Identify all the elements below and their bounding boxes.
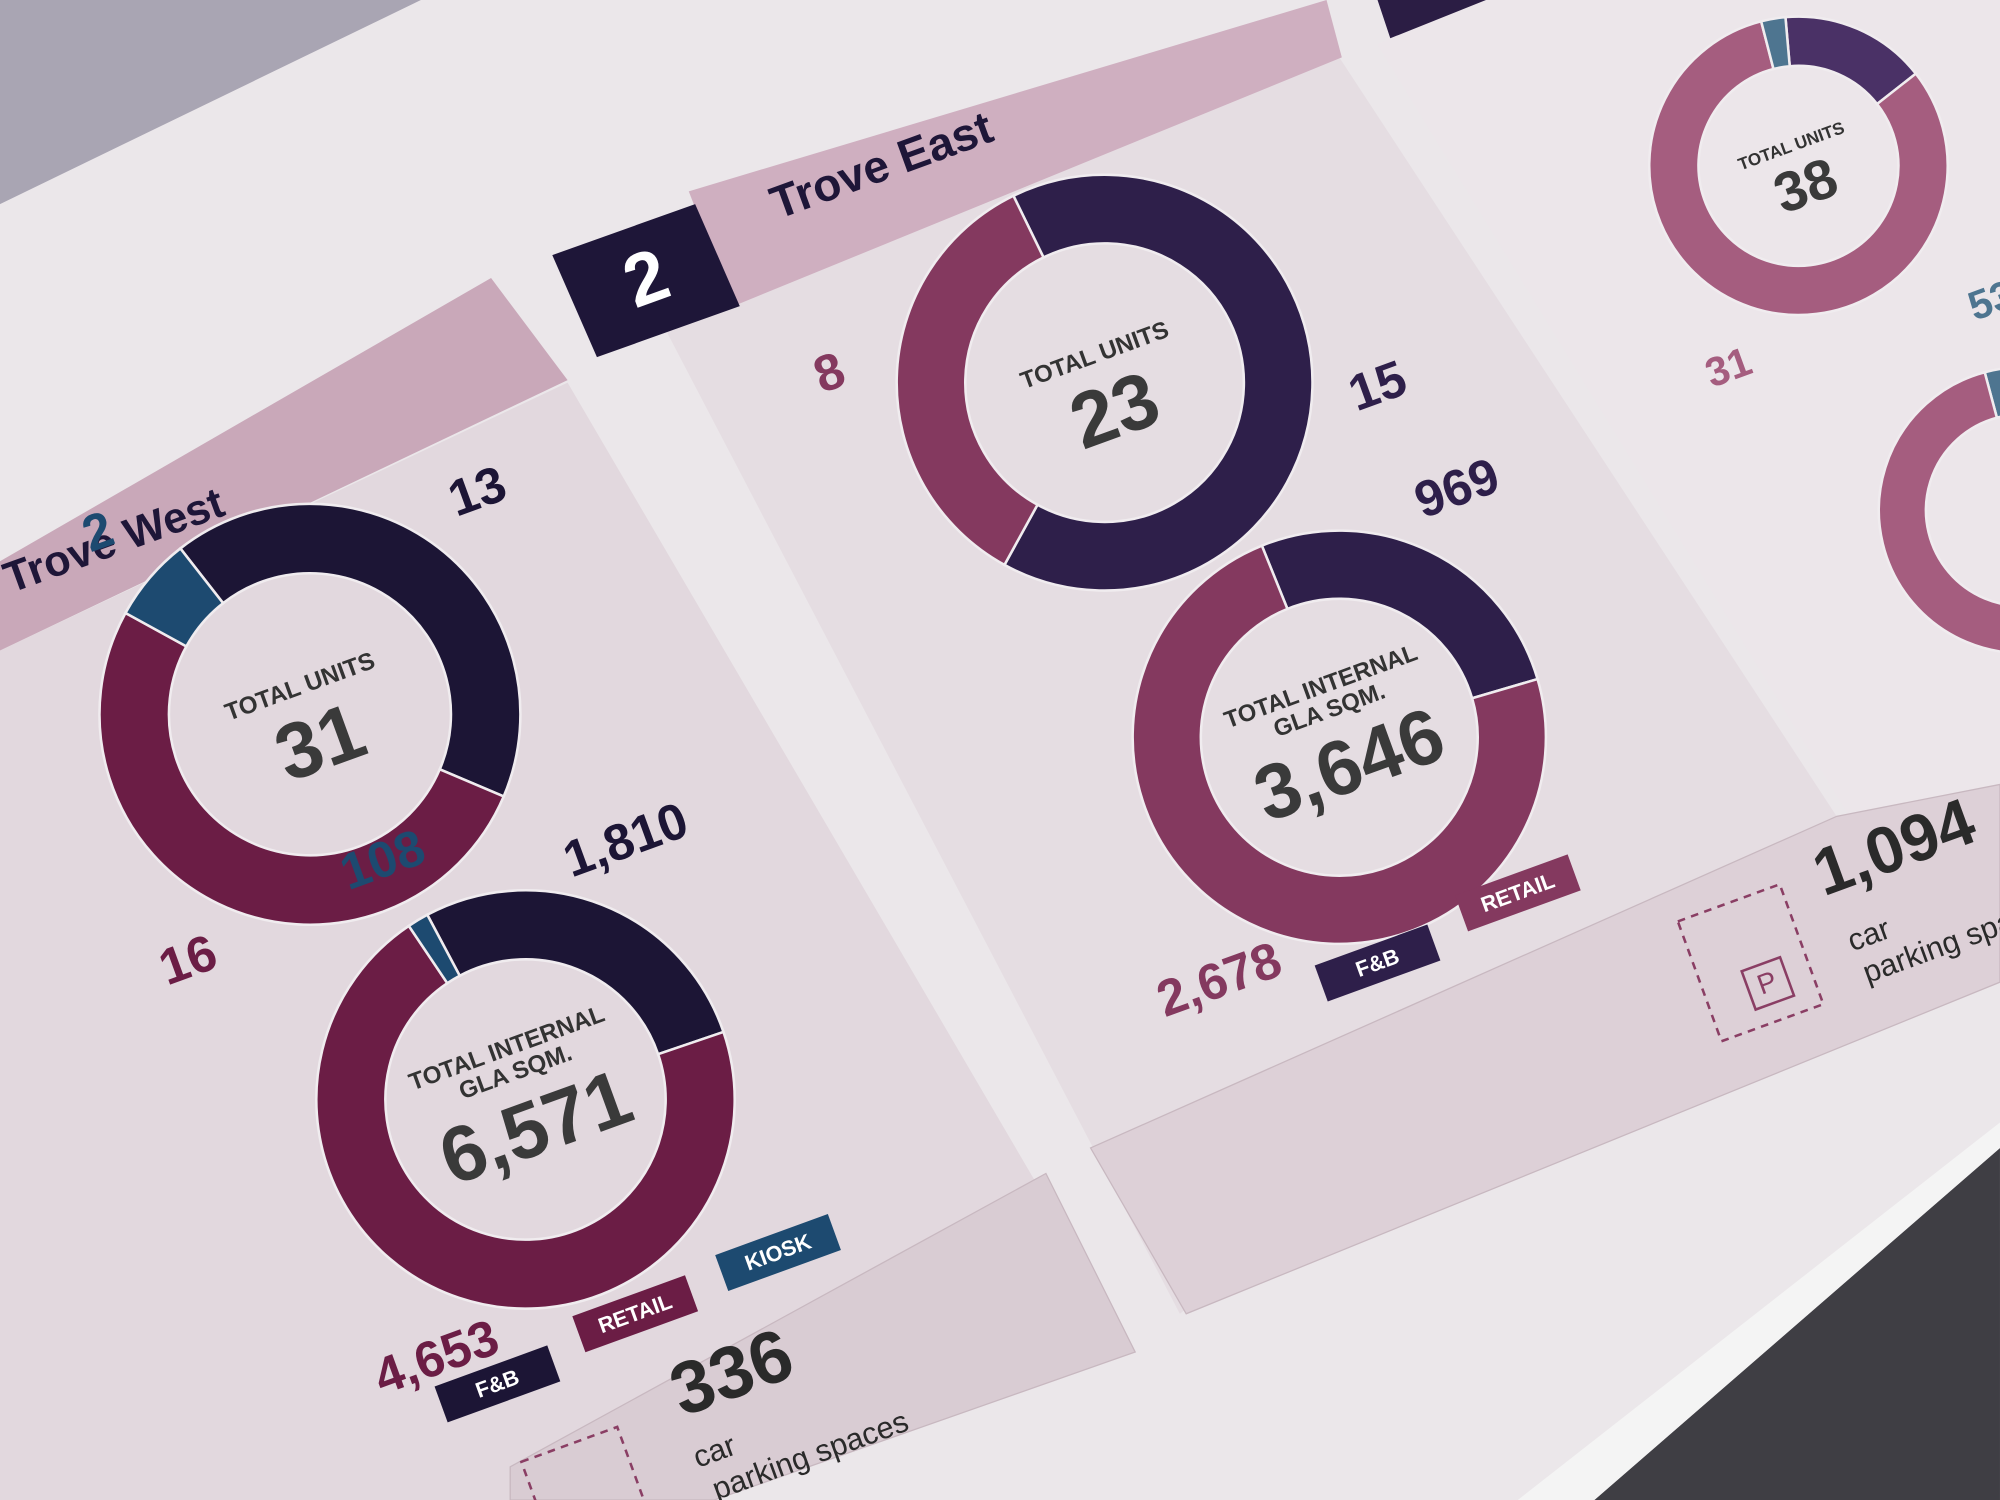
legend-item: F&B [434, 1345, 561, 1423]
donut-segment [178, 502, 522, 799]
legend-swatch [434, 1345, 561, 1423]
donut-segment [1002, 173, 1314, 592]
value-label: 1,322 [1994, 675, 2000, 753]
donut-segment [1983, 367, 2000, 420]
parking-icon [1676, 882, 1825, 1043]
background-corner [0, 0, 421, 205]
donut-segment [1131, 543, 1548, 946]
legend-swatch [715, 1214, 841, 1292]
parking-sign [1740, 955, 1796, 1012]
legend-swatch [1454, 854, 1581, 932]
donut-segment [895, 194, 1046, 567]
donut-segment [425, 889, 726, 1056]
panel-west-header [0, 278, 568, 651]
legend-swatch [572, 1275, 699, 1353]
donut-segment [1877, 370, 2000, 653]
panel-number-box [552, 204, 740, 358]
donut-segment [98, 611, 506, 926]
panel-third-badge [1377, 0, 1486, 39]
legend-item: RETAIL [1454, 854, 1581, 932]
panel-east-header [688, 0, 1342, 307]
donut-segment [1648, 19, 1949, 317]
donut-segment [407, 913, 462, 985]
panel-third [1377, 0, 2000, 817]
legend-item: F&B [1314, 924, 1441, 1002]
parking-strip-west [509, 1172, 1137, 1500]
legend-swatch [1314, 924, 1441, 1002]
page-stack [1517, 1122, 2000, 1500]
donut-segment [1759, 15, 1792, 71]
donut-segment [315, 924, 736, 1310]
donut-segment [1260, 529, 1540, 700]
donut-segment [123, 546, 225, 649]
